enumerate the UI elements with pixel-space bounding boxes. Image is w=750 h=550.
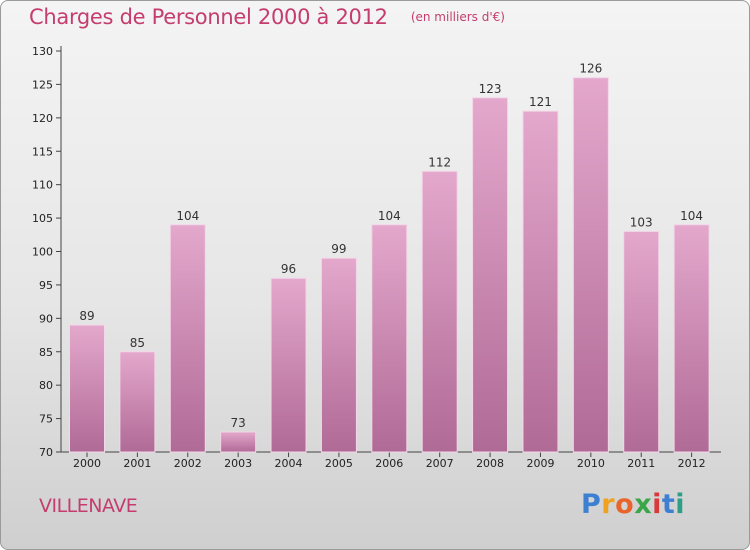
y-tick-label: 80 <box>39 379 53 392</box>
data-label: 73 <box>231 416 246 430</box>
data-label: 99 <box>331 242 346 256</box>
data-label: 96 <box>281 262 296 276</box>
y-tick-label: 105 <box>32 212 53 225</box>
y-tick-label: 90 <box>39 312 53 325</box>
bar <box>673 224 710 453</box>
x-tick-label: 2006 <box>375 457 403 470</box>
y-tick-label: 85 <box>39 346 53 359</box>
chart-subtitle: (en milliers d'€) <box>410 10 505 24</box>
x-tick-label: 2011 <box>627 457 655 470</box>
data-label: 104 <box>680 209 703 223</box>
logo-letter: x <box>634 489 653 520</box>
bar <box>371 224 408 453</box>
x-tick-label: 2000 <box>73 457 101 470</box>
x-tick-label: 2009 <box>526 457 554 470</box>
value-labels: 89 85 104 73 96 99 104 112 123 121 126 103 104 <box>79 62 703 430</box>
bars <box>69 77 710 453</box>
x-tick-label: 2007 <box>426 457 454 470</box>
bar <box>169 224 206 453</box>
data-label: 89 <box>79 309 94 323</box>
title-row: Charges de Personnel 2000 à 2012 (en mil… <box>29 5 505 29</box>
bar <box>320 257 357 453</box>
x-tick-label: 2002 <box>174 457 202 470</box>
data-label: 112 <box>428 155 451 169</box>
logo-letter: o <box>615 489 635 520</box>
y-tick-label: 125 <box>32 78 53 91</box>
data-label: 121 <box>529 95 552 109</box>
data-label: 123 <box>479 82 502 96</box>
bar <box>572 77 609 453</box>
bar <box>270 277 307 453</box>
bar <box>522 110 559 453</box>
y-tick-label: 120 <box>32 112 53 125</box>
x-tick-label: 2012 <box>678 457 706 470</box>
x-tick-label: 2004 <box>275 457 303 470</box>
logo-letter: i <box>652 489 662 520</box>
y-tick-label: 75 <box>39 413 53 426</box>
bar <box>69 324 105 453</box>
y-tick-label: 110 <box>32 179 53 192</box>
data-label: 85 <box>130 336 145 350</box>
y-tick-label: 115 <box>32 145 53 158</box>
bar <box>421 170 458 453</box>
x-tick-label: 2003 <box>224 457 252 470</box>
chart-title: Charges de Personnel 2000 à 2012 <box>29 5 388 29</box>
x-tick-label: 2005 <box>325 457 353 470</box>
y-tick-label: 95 <box>39 279 53 292</box>
bar <box>472 97 509 453</box>
bar <box>119 351 156 453</box>
bar <box>623 230 660 453</box>
logo-letter: t <box>661 489 676 520</box>
x-tick-label: 2010 <box>577 457 605 470</box>
axes: 70 75 80 85 90 95 100 105 110 115 120 125 130 2000 200… <box>32 45 721 470</box>
logo-letter: P <box>581 489 602 520</box>
y-tick-label: 130 <box>32 45 53 58</box>
data-label: 126 <box>579 62 602 76</box>
bar <box>220 431 257 453</box>
city-name: VILLENAVE <box>39 495 138 517</box>
logo-letter: i <box>675 489 686 520</box>
data-label: 104 <box>378 209 401 223</box>
data-label: 104 <box>176 209 199 223</box>
logo-letter: r <box>601 489 616 520</box>
data-label: 103 <box>630 215 653 229</box>
x-tick-label: 2001 <box>123 457 151 470</box>
y-tick-label: 70 <box>39 446 53 459</box>
y-tick-label: 100 <box>32 246 53 259</box>
proxiti-logo: Proxiti <box>581 489 685 520</box>
x-tick-label: 2008 <box>476 457 504 470</box>
